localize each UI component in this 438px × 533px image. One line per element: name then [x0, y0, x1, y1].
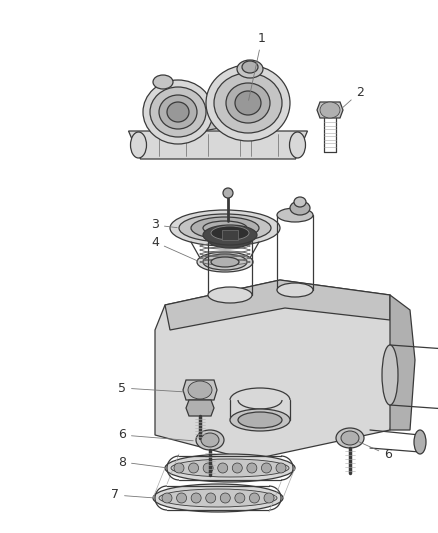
Ellipse shape — [188, 381, 212, 399]
Polygon shape — [128, 131, 307, 159]
Ellipse shape — [242, 61, 258, 73]
Ellipse shape — [264, 493, 274, 503]
Ellipse shape — [230, 409, 290, 431]
Ellipse shape — [189, 463, 198, 473]
Ellipse shape — [261, 463, 272, 473]
Ellipse shape — [191, 493, 201, 503]
Ellipse shape — [153, 484, 283, 512]
Text: 1: 1 — [249, 31, 266, 100]
Ellipse shape — [159, 489, 277, 507]
Ellipse shape — [167, 102, 189, 122]
Ellipse shape — [238, 412, 282, 428]
Ellipse shape — [232, 463, 242, 473]
Ellipse shape — [237, 60, 263, 78]
Ellipse shape — [165, 454, 295, 482]
Polygon shape — [197, 98, 226, 132]
Ellipse shape — [170, 210, 280, 246]
Ellipse shape — [290, 132, 305, 158]
Polygon shape — [390, 295, 415, 430]
Ellipse shape — [179, 214, 271, 242]
Ellipse shape — [226, 83, 270, 123]
Ellipse shape — [218, 463, 228, 473]
Polygon shape — [186, 400, 214, 416]
Text: 5: 5 — [118, 382, 183, 394]
Ellipse shape — [143, 80, 213, 144]
Ellipse shape — [177, 493, 187, 503]
Text: 2: 2 — [342, 85, 364, 108]
Ellipse shape — [249, 493, 259, 503]
Polygon shape — [183, 380, 217, 400]
Text: 7: 7 — [111, 489, 152, 502]
Ellipse shape — [276, 463, 286, 473]
Ellipse shape — [336, 428, 364, 448]
Ellipse shape — [203, 254, 247, 270]
Text: 6: 6 — [118, 429, 193, 441]
Polygon shape — [317, 102, 343, 118]
Ellipse shape — [277, 283, 313, 297]
Ellipse shape — [150, 87, 206, 137]
Ellipse shape — [341, 431, 359, 445]
Bar — [222, 230, 238, 240]
Ellipse shape — [235, 493, 245, 503]
Ellipse shape — [208, 287, 252, 303]
Polygon shape — [155, 280, 410, 460]
Ellipse shape — [162, 493, 172, 503]
Ellipse shape — [131, 132, 146, 158]
Ellipse shape — [414, 430, 426, 454]
Ellipse shape — [159, 95, 197, 129]
Ellipse shape — [294, 197, 306, 207]
Ellipse shape — [277, 208, 313, 222]
Text: 4: 4 — [151, 236, 198, 261]
Ellipse shape — [206, 493, 215, 503]
Ellipse shape — [223, 188, 233, 198]
Ellipse shape — [247, 463, 257, 473]
Ellipse shape — [290, 201, 310, 215]
Ellipse shape — [320, 102, 340, 118]
Ellipse shape — [174, 463, 184, 473]
Ellipse shape — [196, 430, 224, 450]
Ellipse shape — [382, 345, 398, 405]
Ellipse shape — [211, 226, 249, 240]
Ellipse shape — [203, 225, 257, 245]
Ellipse shape — [171, 459, 289, 477]
Polygon shape — [165, 280, 390, 330]
Ellipse shape — [191, 217, 259, 239]
Ellipse shape — [153, 75, 173, 89]
Ellipse shape — [203, 463, 213, 473]
Ellipse shape — [206, 65, 290, 141]
Text: 3: 3 — [151, 219, 177, 231]
Ellipse shape — [201, 433, 219, 447]
Text: 6: 6 — [357, 441, 392, 462]
Ellipse shape — [211, 257, 239, 267]
Ellipse shape — [203, 221, 247, 235]
Ellipse shape — [235, 91, 261, 115]
Ellipse shape — [208, 232, 252, 248]
Text: 8: 8 — [118, 456, 165, 469]
Ellipse shape — [220, 493, 230, 503]
Ellipse shape — [214, 73, 282, 133]
Ellipse shape — [197, 252, 253, 272]
